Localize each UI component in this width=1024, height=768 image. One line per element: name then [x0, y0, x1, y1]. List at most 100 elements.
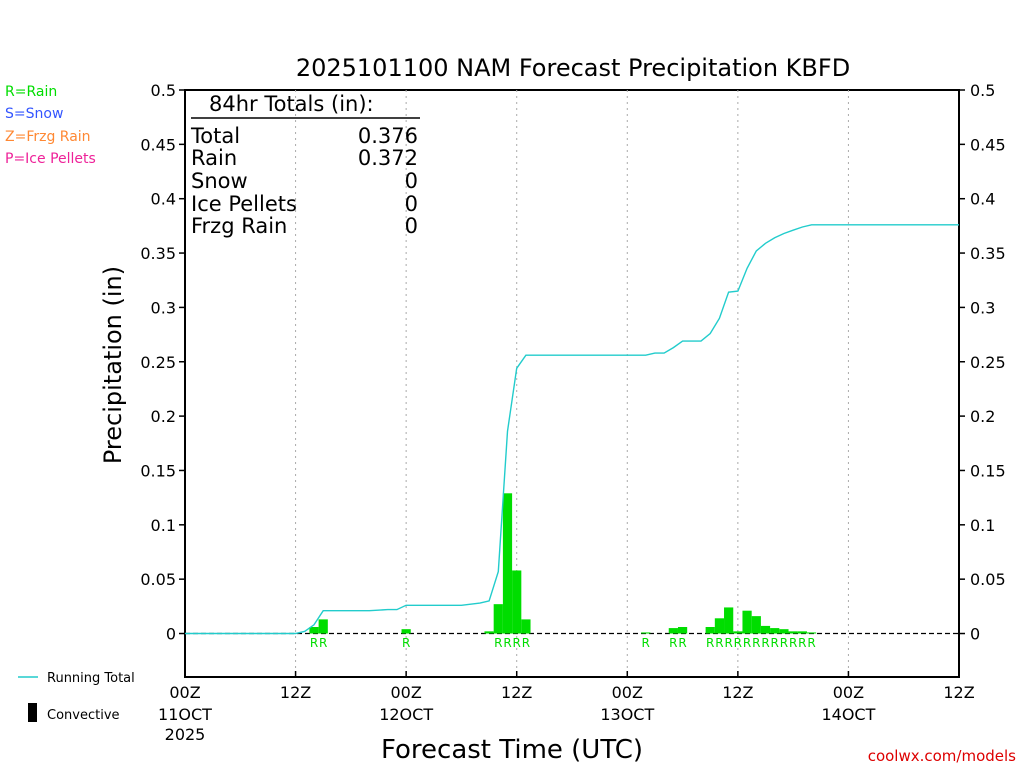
y-tick-label-right: 0.2: [970, 407, 995, 426]
precip-bar: [806, 632, 817, 634]
precip-bar: [751, 616, 761, 634]
y-axis-left: 0.5 0.45 0.4 0.35 0.3 0.25 0.2 0.15 0.1 0.05 0: [140, 81, 185, 644]
y-axis-label: Precipitation (in): [99, 266, 127, 464]
y-axis-right: 0.5 0.45 0.4 0.35 0.3 0.25 0.2 0.15 0.1 0.05 0: [959, 81, 1006, 644]
precip-bar: [512, 570, 522, 634]
precip-type-label: R: [669, 636, 677, 650]
precip-bar: [742, 610, 752, 634]
y-tick-label: 0.45: [140, 135, 176, 154]
precip-bar: [760, 625, 771, 634]
precip-bar: [521, 619, 531, 634]
precip-type-label: R: [319, 636, 327, 650]
precip-type-label: R: [752, 636, 760, 650]
precip-type-label: R: [522, 636, 530, 650]
totals-value-frzg-rain: 0: [405, 214, 418, 238]
precip-type-label: R: [494, 636, 502, 650]
precip-bar: [668, 628, 678, 634]
precip-bar: [733, 631, 743, 634]
totals-label-total: Total: [190, 124, 240, 148]
precip-bar: [705, 626, 715, 634]
y-tick-label-right: 0.15: [970, 461, 1006, 480]
totals-box: 84hr Totals (in): Total 0.376 Rain 0.372…: [190, 92, 420, 238]
legend-rain: R=Rain: [5, 84, 57, 100]
precip-bar: [770, 628, 780, 634]
precip-bar: [714, 618, 725, 634]
running-total-line: [185, 224, 959, 635]
precip-type-label: R: [798, 636, 806, 650]
precip-type-label: R: [807, 636, 815, 650]
legend-ice-pellets: P=Ice Pellets: [5, 151, 96, 167]
precip-type-label: R: [503, 636, 511, 650]
y-tick-label-right: 0: [970, 625, 980, 644]
y-tick-label: 0.4: [151, 190, 176, 209]
credit-text: coolwx.com/models: [868, 747, 1016, 765]
running-total-series: [185, 224, 959, 635]
x-tick-label: 12Z: [722, 683, 753, 702]
y-tick-label-right: 0.3: [970, 298, 995, 317]
totals-label-frzg-rain: Frzg Rain: [191, 214, 287, 238]
precip-bar: [788, 631, 798, 634]
totals-value-rain: 0.372: [358, 146, 418, 170]
precip-type-label: R: [724, 636, 732, 650]
y-tick-label: 0.1: [151, 516, 176, 535]
precip-bar: [779, 629, 789, 634]
precip-bars: [309, 493, 817, 634]
x-tick-date: 11OCT: [158, 705, 212, 724]
x-tick-date: 13OCT: [600, 705, 654, 724]
x-tick-label: 00Z: [612, 683, 643, 702]
y-tick-label: 0: [166, 625, 176, 644]
precip-bar: [797, 631, 807, 634]
x-tick-date: 14OCT: [821, 705, 875, 724]
y-tick-label: 0.2: [151, 407, 176, 426]
precip-type-label: R: [761, 636, 769, 650]
totals-value-ice-pellets: 0: [405, 192, 418, 216]
totals-value-total: 0.376: [358, 124, 418, 148]
series-legend: Running Total Convective: [18, 671, 135, 723]
precip-bar: [401, 629, 411, 634]
y-tick-label-right: 0.1: [970, 516, 995, 535]
precip-type-label: R: [789, 636, 797, 650]
x-tick-label: 12Z: [501, 683, 532, 702]
y-tick-label-right: 0.35: [970, 244, 1006, 263]
y-tick-label: 0.05: [140, 570, 176, 589]
x-tick-label: 00Z: [169, 683, 200, 702]
precip-type-label: R: [743, 636, 751, 650]
y-tick-label-right: 0.25: [970, 353, 1006, 372]
chart-title: 2025101100 NAM Forecast Precipitation KB…: [296, 54, 850, 82]
totals-label-snow: Snow: [191, 169, 248, 193]
precip-bar: [484, 631, 494, 634]
y-tick-label: 0.25: [140, 353, 176, 372]
y-tick-label-right: 0.45: [970, 135, 1006, 154]
x-tick-label: 00Z: [833, 683, 864, 702]
grid-lines: [185, 90, 959, 677]
precip-type-label: R: [715, 636, 723, 650]
convective-legend-swatch: [28, 703, 37, 722]
totals-value-snow: 0: [405, 169, 418, 193]
x-tick-label: 00Z: [390, 683, 421, 702]
precip-type-label: R: [513, 636, 521, 650]
totals-header: 84hr Totals (in):: [209, 92, 374, 116]
y-tick-label: 0.5: [151, 81, 176, 100]
precip-type-legend: R=Rain S=Snow Z=Frzg Rain P=Ice Pellets: [5, 84, 96, 167]
precip-bar: [318, 619, 328, 634]
precip-type-label: R: [310, 636, 318, 650]
legend-snow: S=Snow: [5, 106, 63, 122]
precip-type-label: R: [402, 636, 410, 650]
precip-bar: [724, 607, 734, 634]
x-tick-date: 12OCT: [379, 705, 433, 724]
precip-bar: [309, 626, 319, 634]
precip-bar: [502, 493, 513, 634]
precip-type-label: R: [642, 636, 650, 650]
x-tick-year: 2025: [165, 725, 206, 744]
precip-type-label: R: [734, 636, 742, 650]
precip-type-label: R: [771, 636, 779, 650]
convective-legend-label: Convective: [47, 708, 120, 723]
precip-type-label: R: [706, 636, 714, 650]
y-tick-label-right: 0.4: [970, 190, 995, 209]
x-axis-label: Forecast Time (UTC): [381, 735, 643, 765]
y-tick-label: 0.15: [140, 461, 176, 480]
y-tick-label: 0.35: [140, 244, 176, 263]
